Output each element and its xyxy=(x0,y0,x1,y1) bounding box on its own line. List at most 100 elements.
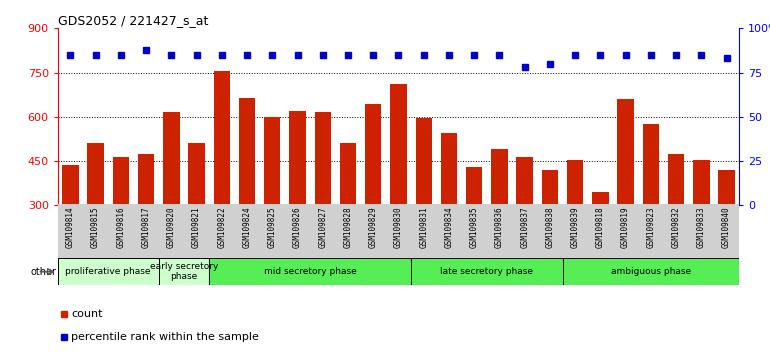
Bar xyxy=(411,204,437,258)
Bar xyxy=(336,204,360,258)
Bar xyxy=(112,156,129,205)
Text: GSM109829: GSM109829 xyxy=(369,206,378,248)
Bar xyxy=(209,204,234,258)
Bar xyxy=(213,71,230,205)
Text: late secretory phase: late secretory phase xyxy=(440,267,534,276)
Text: percentile rank within the sample: percentile rank within the sample xyxy=(71,332,259,342)
Bar xyxy=(285,204,310,258)
Bar xyxy=(461,204,487,258)
Bar xyxy=(159,258,209,285)
Text: GSM109818: GSM109818 xyxy=(596,206,605,248)
Text: GSM109824: GSM109824 xyxy=(243,206,252,248)
Bar xyxy=(411,258,563,285)
Text: GSM109837: GSM109837 xyxy=(521,206,529,248)
Bar xyxy=(416,118,432,205)
Text: proliferative phase: proliferative phase xyxy=(65,267,151,276)
Bar xyxy=(592,192,608,205)
Text: GSM109816: GSM109816 xyxy=(116,206,126,248)
Bar xyxy=(83,204,109,258)
Text: GSM109835: GSM109835 xyxy=(470,206,479,248)
Bar xyxy=(563,258,739,285)
Text: GSM109827: GSM109827 xyxy=(318,206,327,248)
Bar xyxy=(264,117,280,205)
Bar xyxy=(718,170,735,205)
Bar xyxy=(466,167,482,205)
Bar xyxy=(588,204,613,258)
Text: GSM109828: GSM109828 xyxy=(343,206,353,248)
Text: GSM109823: GSM109823 xyxy=(646,206,655,248)
Text: other: other xyxy=(31,267,56,277)
Bar xyxy=(643,124,659,205)
Text: GSM109821: GSM109821 xyxy=(192,206,201,248)
Bar xyxy=(537,204,563,258)
Bar xyxy=(239,98,255,205)
Bar xyxy=(109,204,133,258)
Text: GSM109838: GSM109838 xyxy=(545,206,554,248)
Bar xyxy=(184,204,209,258)
Text: GDS2052 / 221427_s_at: GDS2052 / 221427_s_at xyxy=(58,14,208,27)
Bar xyxy=(315,113,331,205)
Text: GSM109820: GSM109820 xyxy=(167,206,176,248)
Text: GSM109834: GSM109834 xyxy=(444,206,454,248)
Bar xyxy=(58,204,83,258)
Text: early secretory
phase: early secretory phase xyxy=(149,262,218,281)
Text: GSM109833: GSM109833 xyxy=(697,206,706,248)
Bar xyxy=(411,258,563,285)
Bar xyxy=(62,166,79,205)
Bar xyxy=(163,113,179,205)
Text: ambiguous phase: ambiguous phase xyxy=(611,267,691,276)
Bar xyxy=(437,204,461,258)
Bar xyxy=(234,204,259,258)
Text: GSM109814: GSM109814 xyxy=(66,206,75,248)
Bar xyxy=(668,154,685,205)
Bar xyxy=(259,204,285,258)
Bar xyxy=(613,204,638,258)
Bar xyxy=(88,143,104,205)
Bar xyxy=(517,156,533,205)
Bar xyxy=(390,84,407,205)
Bar xyxy=(58,258,159,285)
Bar xyxy=(138,154,154,205)
Text: GSM109832: GSM109832 xyxy=(671,206,681,248)
Text: GSM109831: GSM109831 xyxy=(419,206,428,248)
Bar xyxy=(365,104,381,205)
Bar xyxy=(310,204,336,258)
Bar xyxy=(491,149,507,205)
Text: GSM109836: GSM109836 xyxy=(495,206,504,248)
Bar xyxy=(563,258,739,285)
Bar xyxy=(386,204,411,258)
Bar xyxy=(340,143,357,205)
Text: GSM109819: GSM109819 xyxy=(621,206,630,248)
Bar xyxy=(440,133,457,205)
Bar xyxy=(159,204,184,258)
Bar xyxy=(542,170,558,205)
Bar xyxy=(664,204,688,258)
Bar xyxy=(209,258,411,285)
Bar xyxy=(618,99,634,205)
Text: count: count xyxy=(71,309,102,319)
Bar xyxy=(567,160,584,205)
Bar xyxy=(58,258,159,285)
Bar xyxy=(714,204,739,258)
Bar xyxy=(159,258,209,285)
Text: GSM109815: GSM109815 xyxy=(91,206,100,248)
Bar xyxy=(638,204,664,258)
Text: GSM109826: GSM109826 xyxy=(293,206,302,248)
Bar xyxy=(688,204,714,258)
Bar xyxy=(290,111,306,205)
Bar xyxy=(512,204,537,258)
Bar xyxy=(693,160,709,205)
Text: GSM109839: GSM109839 xyxy=(571,206,580,248)
Text: GSM109830: GSM109830 xyxy=(394,206,403,248)
Bar xyxy=(563,204,588,258)
Text: mid secretory phase: mid secretory phase xyxy=(264,267,357,276)
Bar xyxy=(487,204,512,258)
Text: GSM109822: GSM109822 xyxy=(217,206,226,248)
Bar xyxy=(189,143,205,205)
Bar xyxy=(360,204,386,258)
Bar xyxy=(209,258,411,285)
Text: GSM109817: GSM109817 xyxy=(142,206,151,248)
Text: GSM109840: GSM109840 xyxy=(722,206,731,248)
Text: GSM109825: GSM109825 xyxy=(268,206,276,248)
Bar xyxy=(133,204,159,258)
